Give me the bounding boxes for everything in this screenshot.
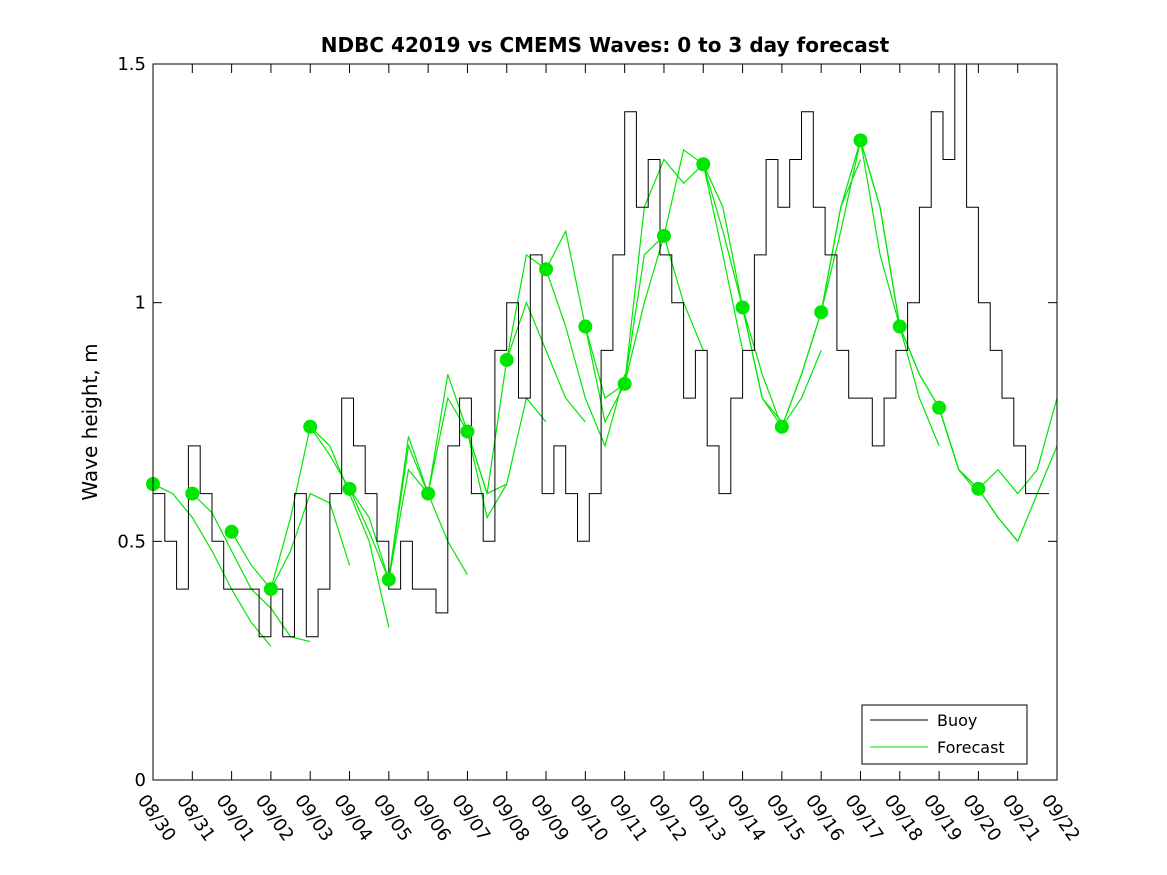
- y-tick-label: 0: [135, 770, 146, 791]
- forecast-point: [263, 582, 278, 597]
- forecast-series-line: [466, 301, 586, 494]
- forecast-point: [932, 400, 947, 415]
- buoy-series-group: [153, 63, 1050, 638]
- buoy-series-line: [153, 63, 1050, 638]
- forecast-point: [381, 572, 396, 587]
- forecast-series-line: [270, 425, 390, 628]
- forecast-point: [499, 352, 514, 367]
- legend-box: [861, 704, 1028, 765]
- forecast-point: [578, 319, 593, 334]
- forecast-point: [460, 424, 475, 439]
- legend-buoy-label: Buoy: [937, 711, 977, 730]
- forecast-point: [735, 300, 750, 315]
- y-tick-label: 1.5: [117, 54, 146, 75]
- forecast-series-line: [545, 229, 665, 400]
- forecast-point: [892, 319, 907, 334]
- forecast-point: [185, 486, 200, 501]
- forecast-series-line: [820, 138, 940, 447]
- y-axis-label: Wave height, m: [78, 343, 102, 500]
- legend-forecast-label: Forecast: [937, 738, 1005, 757]
- forecast-point: [853, 133, 868, 148]
- forecast-point: [224, 524, 239, 539]
- forecast-point: [303, 419, 318, 434]
- forecast-point: [971, 481, 986, 496]
- forecast-series-line: [506, 253, 626, 448]
- forecast-point: [342, 481, 357, 496]
- forecast-point: [774, 419, 789, 434]
- forecast-series-line: [309, 426, 429, 580]
- plot-frame: [152, 63, 1058, 781]
- forecast-point: [421, 486, 436, 501]
- forecast-series-line: [152, 483, 272, 647]
- y-tick-labels: 0 0.5 1 1.5: [117, 54, 146, 791]
- forecast-point: [539, 262, 554, 277]
- y-tick-label: 0.5: [117, 531, 146, 552]
- forecast-point: [814, 305, 829, 320]
- forecast-series-line: [938, 397, 1058, 495]
- forecast-markers-group: [146, 133, 986, 597]
- forecast-point: [656, 228, 671, 243]
- forecast-series-line: [702, 163, 822, 429]
- forecast-point: [696, 157, 711, 172]
- forecast-series-line: [977, 445, 1058, 543]
- y-tick-label: 1: [135, 293, 146, 314]
- chart-title: NDBC 42019 vs CMEMS Waves: 0 to 3 day fo…: [321, 33, 890, 57]
- legend: Buoy Forecast: [861, 704, 1028, 765]
- forecast-point: [617, 376, 632, 391]
